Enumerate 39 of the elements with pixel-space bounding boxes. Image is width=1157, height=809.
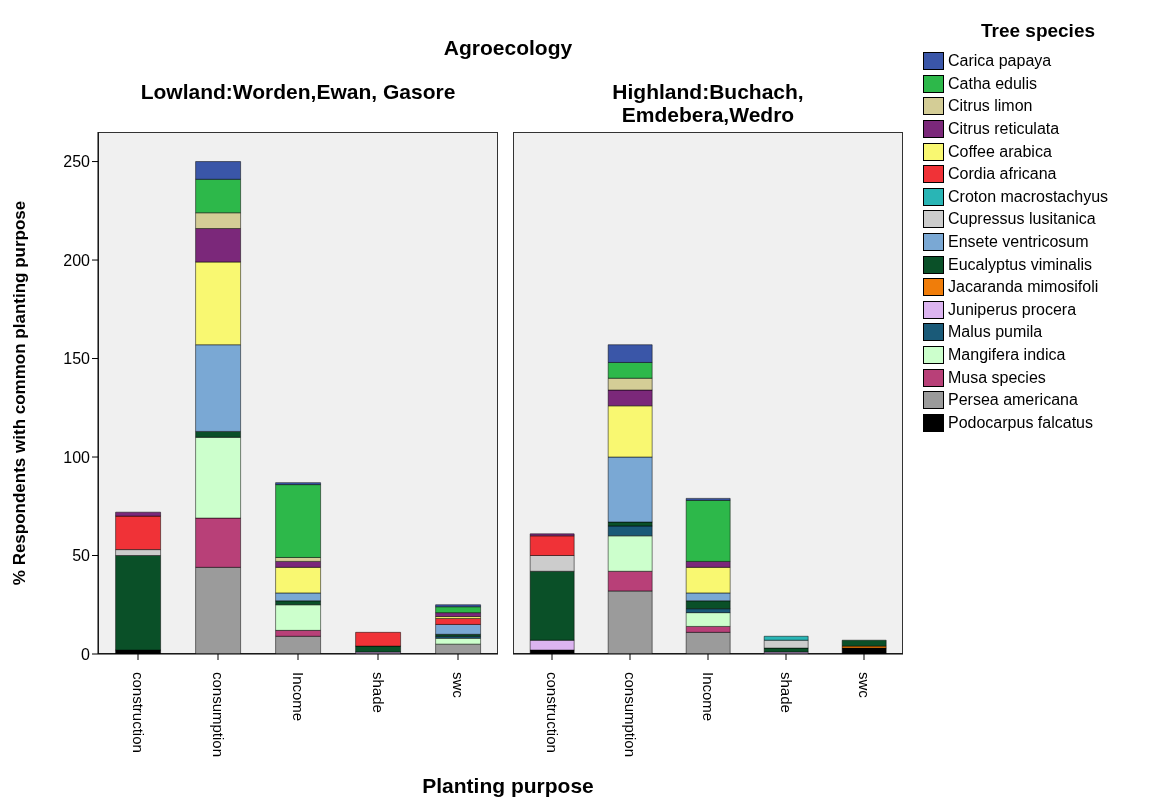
x-tick-label: shade: [369, 672, 387, 713]
y-axis-title: % Respondents with common planting purpose: [10, 199, 30, 588]
legend-label: Malus pumila: [948, 323, 1043, 342]
legend-label: Cupressus lusitanica: [948, 210, 1096, 229]
y-tick-label: 100: [63, 448, 91, 466]
y-tick-label: 150: [63, 350, 91, 368]
x-tick-label: consumption: [621, 672, 639, 758]
legend-label: Juniperus procera: [948, 300, 1077, 319]
x-tick-label: swc: [449, 672, 467, 699]
chart-title: Lowland:Worden,Ewan, Gasore: [139, 80, 457, 103]
y-tick-label: 0: [81, 645, 91, 663]
legend-label: Podocarpus falcatus: [948, 413, 1093, 432]
x-tick-label: construction: [129, 672, 147, 753]
legend-label: Citrus reticulata: [948, 120, 1060, 139]
legend-label: Catha edulis: [948, 74, 1037, 93]
y-tick-label: 200: [63, 251, 91, 269]
x-axis-title: Planting purpose: [421, 774, 595, 798]
legend-label: Jacaranda mimosifoli: [948, 278, 1099, 297]
legend-label: Cordia africana: [948, 165, 1057, 184]
x-tick-label: Income: [699, 672, 717, 722]
legend-label: Persea americana: [948, 391, 1078, 410]
x-tick-label: swc: [855, 672, 873, 699]
chart-title: Highland:Buchach, Emdebera,Wedro: [611, 80, 805, 126]
x-tick-label: construction: [543, 672, 561, 753]
legend-label: Citrus limon: [948, 97, 1033, 116]
legend-label: Musa species: [948, 368, 1046, 387]
legend-label: Mangifera indica: [948, 346, 1066, 365]
text: Agroecology: [442, 36, 574, 60]
legend-title: Tree species: [979, 20, 1097, 42]
y-tick-label: 50: [72, 547, 91, 565]
legend-label: Ensete ventricosum: [948, 233, 1089, 252]
legend-label: Croton macrostachyus: [948, 187, 1109, 206]
legend-label: Coffee arabica: [948, 142, 1052, 161]
x-tick-label: consumption: [209, 672, 227, 758]
y-tick-label: 250: [63, 153, 91, 171]
legend-label: Carica papaya: [948, 52, 1052, 71]
x-tick-label: shade: [777, 672, 795, 713]
x-tick-label: Income: [289, 672, 307, 722]
legend-label: Eucalyptus viminalis: [948, 255, 1093, 274]
